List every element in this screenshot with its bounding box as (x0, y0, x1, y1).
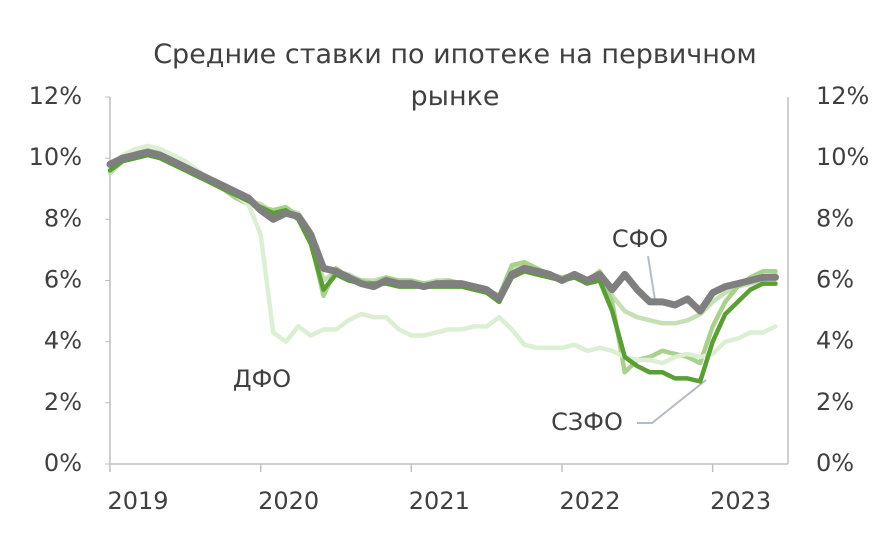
y2-tick-label: 0% (816, 449, 854, 477)
y-tick-label: 8% (44, 204, 82, 232)
plot-area (106, 143, 779, 384)
annotation: СЗФО (551, 408, 623, 436)
y-tick-label: 12% (29, 82, 82, 110)
y2-tick-label: 12% (816, 82, 869, 110)
annotation-pointer (637, 379, 707, 424)
y-tick-label: 6% (44, 266, 82, 294)
annotation: ДФО (233, 365, 291, 393)
line-series (107, 152, 778, 384)
y-tick-label: 10% (29, 143, 82, 171)
y-tick-label: 2% (44, 388, 82, 416)
annotation-pointer (647, 255, 656, 301)
x-tick-label: 2023 (710, 487, 771, 515)
line-series (106, 148, 779, 315)
y2-tick-label: 2% (816, 388, 854, 416)
y-tick-label: 4% (44, 327, 82, 355)
y2-tick-label: 4% (816, 327, 854, 355)
y-tick-label: 0% (44, 449, 82, 477)
x-tick-label: 2022 (559, 487, 620, 515)
annotation: СФО (612, 225, 668, 253)
y2-tick-label: 10% (816, 143, 869, 171)
chart-title: Средние ставки по ипотеке на первичном р… (153, 39, 757, 112)
x-tick-label: 2019 (107, 487, 168, 515)
x-tick-label: 2021 (409, 487, 470, 515)
y2-tick-label: 8% (816, 204, 854, 232)
y2-tick-label: 6% (816, 266, 854, 294)
x-tick-label: 2020 (258, 487, 319, 515)
